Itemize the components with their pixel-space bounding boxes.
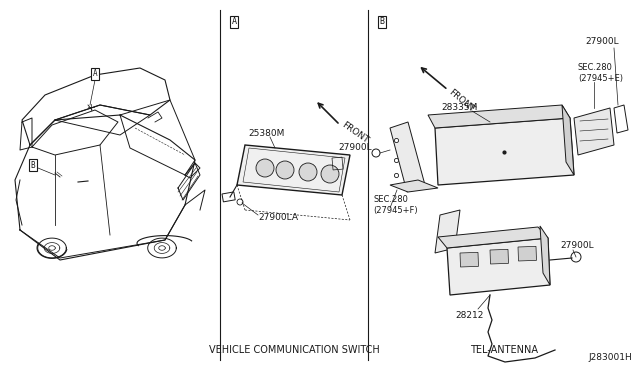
Text: VEHICLE COMMUNICATION SWITCH: VEHICLE COMMUNICATION SWITCH bbox=[209, 345, 380, 355]
Text: SEC.280: SEC.280 bbox=[373, 196, 408, 205]
Polygon shape bbox=[438, 227, 548, 248]
Text: (27945+F): (27945+F) bbox=[373, 205, 418, 215]
Bar bbox=[332, 157, 343, 170]
Circle shape bbox=[321, 165, 339, 183]
Text: A: A bbox=[232, 17, 237, 26]
Text: FRONT: FRONT bbox=[340, 120, 370, 145]
Text: 25380M: 25380M bbox=[248, 128, 284, 138]
Text: 27900L: 27900L bbox=[585, 38, 619, 46]
Circle shape bbox=[276, 161, 294, 179]
Bar bbox=[518, 246, 536, 261]
Text: 28335M: 28335M bbox=[442, 103, 478, 112]
Circle shape bbox=[256, 159, 274, 177]
Polygon shape bbox=[540, 226, 550, 285]
Text: 27900L: 27900L bbox=[339, 144, 372, 153]
Text: B: B bbox=[380, 17, 385, 26]
Polygon shape bbox=[562, 105, 574, 175]
Polygon shape bbox=[435, 210, 460, 253]
Bar bbox=[460, 252, 479, 267]
Polygon shape bbox=[447, 238, 550, 295]
Polygon shape bbox=[428, 105, 570, 128]
Text: FRONT: FRONT bbox=[447, 88, 476, 115]
Text: B: B bbox=[31, 160, 35, 170]
Circle shape bbox=[299, 163, 317, 181]
Text: A: A bbox=[93, 70, 97, 78]
Text: J283001H: J283001H bbox=[588, 353, 632, 362]
Text: SEC.280: SEC.280 bbox=[578, 64, 613, 73]
Bar bbox=[222, 192, 236, 202]
Polygon shape bbox=[237, 145, 350, 195]
Bar bbox=[490, 249, 508, 264]
Polygon shape bbox=[574, 108, 614, 155]
Text: 27900L: 27900L bbox=[560, 241, 594, 250]
Polygon shape bbox=[390, 180, 438, 192]
Text: TEL-ANTENNA: TEL-ANTENNA bbox=[470, 345, 538, 355]
Text: 27900LA: 27900LA bbox=[258, 214, 298, 222]
Polygon shape bbox=[390, 122, 425, 192]
Text: (27945+E): (27945+E) bbox=[578, 74, 623, 83]
Text: 28212: 28212 bbox=[456, 311, 484, 320]
Polygon shape bbox=[435, 118, 574, 185]
